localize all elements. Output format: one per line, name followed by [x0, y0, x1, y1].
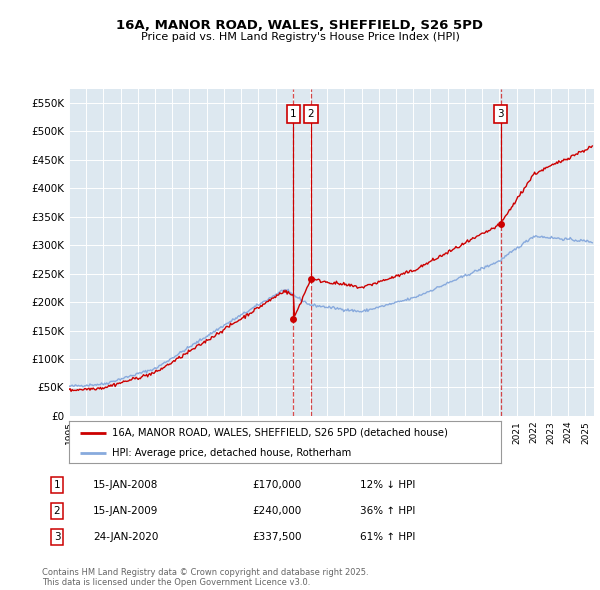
Text: 15-JAN-2008: 15-JAN-2008 — [93, 480, 158, 490]
Text: 2: 2 — [307, 109, 314, 119]
Text: 1: 1 — [53, 480, 61, 490]
Text: 3: 3 — [497, 109, 504, 119]
Text: 36% ↑ HPI: 36% ↑ HPI — [360, 506, 415, 516]
Text: £170,000: £170,000 — [252, 480, 301, 490]
Text: Contains HM Land Registry data © Crown copyright and database right 2025.
This d: Contains HM Land Registry data © Crown c… — [42, 568, 368, 587]
Text: £337,500: £337,500 — [252, 532, 302, 542]
Text: 16A, MANOR ROAD, WALES, SHEFFIELD, S26 5PD (detached house): 16A, MANOR ROAD, WALES, SHEFFIELD, S26 5… — [112, 428, 448, 438]
Text: 2: 2 — [53, 506, 61, 516]
Text: £240,000: £240,000 — [252, 506, 301, 516]
Text: Price paid vs. HM Land Registry's House Price Index (HPI): Price paid vs. HM Land Registry's House … — [140, 32, 460, 42]
Text: 61% ↑ HPI: 61% ↑ HPI — [360, 532, 415, 542]
Text: 16A, MANOR ROAD, WALES, SHEFFIELD, S26 5PD: 16A, MANOR ROAD, WALES, SHEFFIELD, S26 5… — [116, 19, 484, 32]
Text: 1: 1 — [290, 109, 297, 119]
Text: 15-JAN-2009: 15-JAN-2009 — [93, 506, 158, 516]
Text: 12% ↓ HPI: 12% ↓ HPI — [360, 480, 415, 490]
Text: 24-JAN-2020: 24-JAN-2020 — [93, 532, 158, 542]
Text: HPI: Average price, detached house, Rotherham: HPI: Average price, detached house, Roth… — [112, 448, 352, 457]
Text: 3: 3 — [53, 532, 61, 542]
